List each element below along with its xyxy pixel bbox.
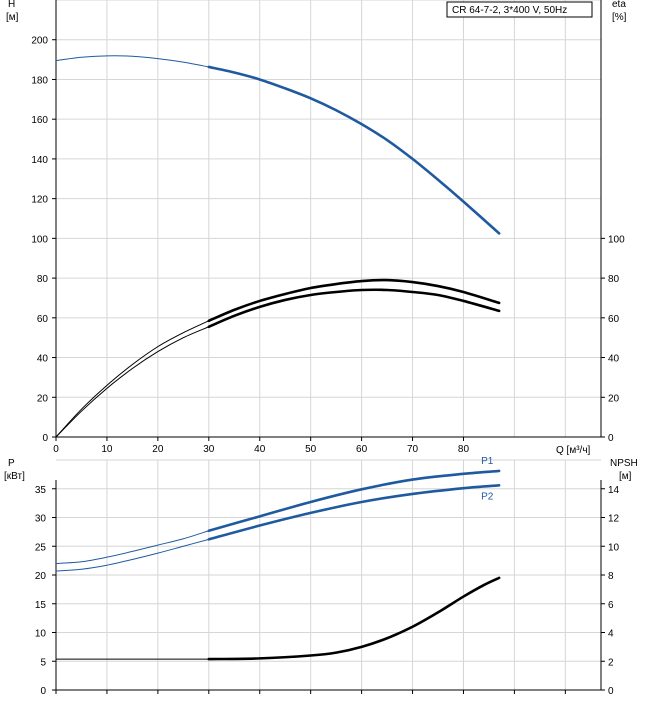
bottom-right-tick-label: 12 — [608, 514, 620, 525]
model-title-box: CR 64-7-2, 3*400 V, 50Hz — [446, 1, 593, 18]
bottom-right-tick-label: 10 — [608, 542, 620, 553]
series-curves — [55, 55, 501, 661]
bottom-left-tick-label: 5 — [40, 657, 46, 668]
bottom-right-axis-label: NPSH — [610, 458, 638, 469]
eta-1-curve-thin — [55, 320, 210, 438]
grid — [56, 0, 601, 690]
top-left-axis-label: H — [8, 0, 15, 10]
top-right-tick-label: 80 — [608, 274, 620, 285]
bottom-left-axis-label: P — [8, 458, 15, 469]
series-label-p2: P2 — [481, 491, 494, 502]
top-left-tick-label: 0 — [42, 433, 48, 444]
top-left-tick-label: 120 — [31, 195, 48, 206]
x-tick-label: 20 — [152, 444, 164, 455]
eta-2-curve — [207, 288, 501, 329]
x-tick-label: 50 — [305, 444, 317, 455]
p1-curve-thin — [55, 530, 209, 564]
bottom-left-tick-label: 30 — [35, 514, 47, 525]
series-labels: P1 P2 — [481, 456, 494, 502]
top-right-tick-label: 60 — [608, 314, 620, 325]
h-curve — [207, 65, 501, 235]
bottom-right-tick-label: 2 — [608, 657, 614, 668]
model-title: CR 64-7-2, 3*400 V, 50Hz — [452, 5, 567, 16]
top-left-tick-label: 140 — [31, 155, 48, 166]
bottom-left-tick-label: 10 — [35, 629, 47, 640]
top-left-tick-label: 60 — [37, 314, 49, 325]
p2-curve — [207, 484, 501, 541]
bottom-left-tick-label: 25 — [35, 542, 47, 553]
h-curve-thin — [55, 55, 209, 68]
series-label-p1: P1 — [481, 456, 494, 467]
top-left-tick-label: 20 — [37, 393, 49, 404]
top-left-axis-unit: [м] — [6, 12, 19, 23]
tick-labels: 0204060801001201401601802000204060801000… — [31, 36, 625, 697]
bottom-left-tick-label: 0 — [40, 686, 46, 697]
plot-frames — [55, 0, 602, 691]
x-tick-label: 60 — [356, 444, 368, 455]
bottom-left-tick-label: 15 — [35, 600, 47, 611]
p2-curve-thin — [55, 538, 209, 572]
bottom-right-tick-label: 14 — [608, 485, 620, 496]
top-right-tick-label: 0 — [608, 433, 614, 444]
x-axis-label: Q [м³/ч] — [556, 445, 591, 456]
bottom-right-tick-label: 6 — [608, 600, 614, 611]
bottom-right-tick-label: 8 — [608, 571, 614, 582]
top-right-axis-unit: [%] — [612, 12, 627, 23]
p1-curve — [207, 469, 501, 533]
top-left-tick-label: 160 — [31, 115, 48, 126]
npsh-curve — [207, 576, 501, 661]
eta-1-curve — [207, 278, 501, 323]
top-right-tick-label: 100 — [608, 234, 625, 245]
x-tick-label: 10 — [101, 444, 113, 455]
bottom-left-axis-unit: [кВт] — [4, 471, 25, 482]
eta-2-curve-thin — [55, 326, 209, 438]
bottom-left-tick-label: 35 — [35, 485, 47, 496]
top-left-tick-label: 180 — [31, 75, 48, 86]
x-tick-label: 70 — [407, 444, 419, 455]
bottom-left-tick-label: 20 — [35, 571, 47, 582]
top-left-tick-label: 100 — [31, 234, 48, 245]
bottom-right-tick-label: 4 — [608, 629, 614, 640]
bottom-right-tick-label: 0 — [608, 686, 614, 697]
top-right-tick-label: 40 — [608, 354, 620, 365]
bottom-right-axis-unit: [м] — [619, 471, 632, 482]
x-tick-label: 30 — [203, 444, 215, 455]
x-tick-label: 0 — [53, 444, 59, 455]
x-tick-label: 40 — [254, 444, 266, 455]
top-left-tick-label: 40 — [37, 354, 49, 365]
top-left-tick-label: 80 — [37, 274, 49, 285]
top-right-tick-label: 20 — [608, 393, 620, 404]
top-right-axis-label: eta — [612, 0, 626, 10]
top-left-tick-label: 200 — [31, 36, 48, 47]
x-tick-label: 80 — [458, 444, 470, 455]
